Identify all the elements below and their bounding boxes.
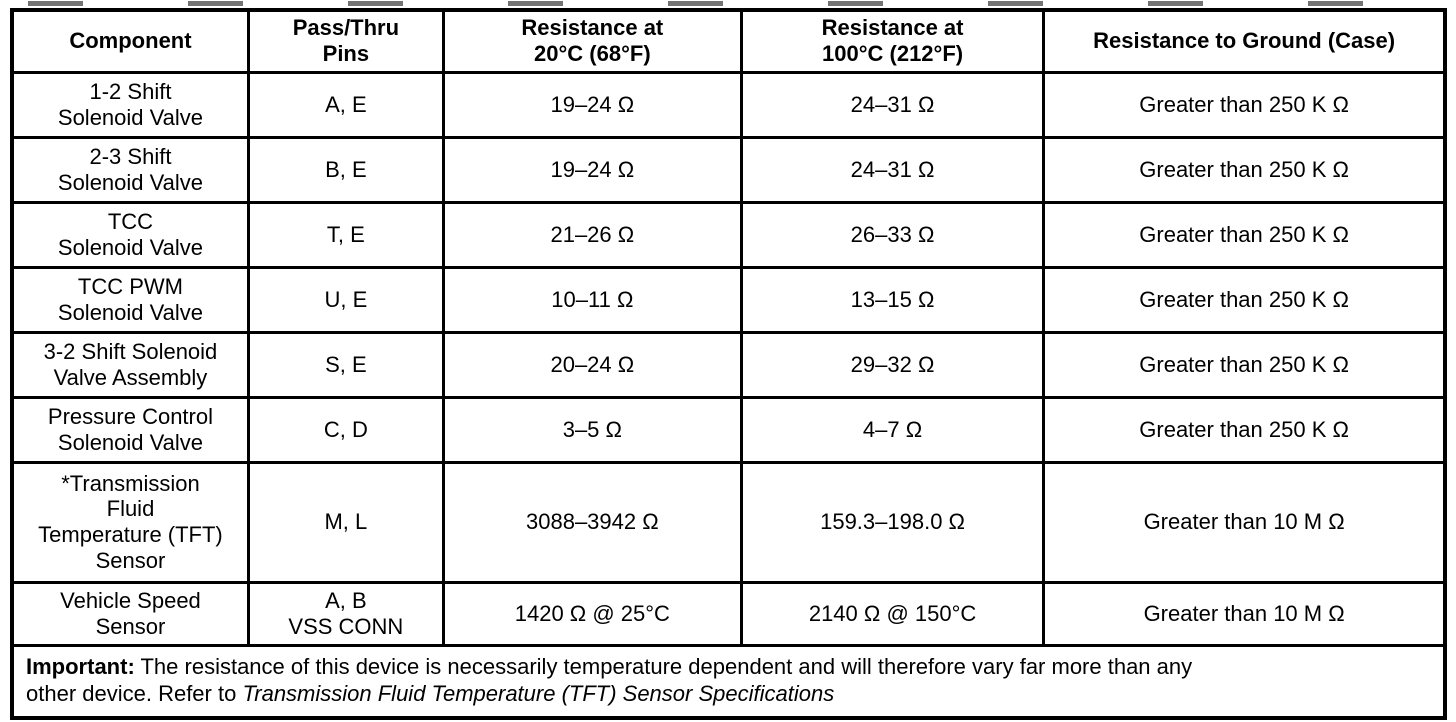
- footnote-row: Important: The resistance of this device…: [10, 643, 1447, 720]
- cell-component: TCC PWM Solenoid Valve: [10, 265, 250, 334]
- cell-resistance-ground: Greater than 250 K Ω: [1042, 70, 1447, 139]
- cell-resistance-100c: 24–31 Ω: [739, 135, 1046, 204]
- cell-resistance-20c: 20–24 Ω: [441, 330, 743, 399]
- cell-resistance-20c: 3–5 Ω: [441, 395, 743, 464]
- header-row: Component Pass/Thru Pins Resistance at 2…: [10, 8, 1447, 74]
- header-resistance-100c: Resistance at 100°C (212°F): [739, 8, 1046, 74]
- table-row-tcc: TCC Solenoid Valve T, E 21–26 Ω 26–33 Ω …: [10, 200, 1447, 269]
- table-row-3-2-shift: 3-2 Shift Solenoid Valve Assembly S, E 2…: [10, 330, 1447, 399]
- cell-resistance-100c: 2140 Ω @ 150°C: [739, 580, 1046, 647]
- cell-resistance-20c: 19–24 Ω: [441, 70, 743, 139]
- cell-resistance-ground: Greater than 10 M Ω: [1042, 580, 1447, 647]
- footnote-important-label: Important:: [26, 653, 135, 679]
- cell-resistance-ground: Greater than 250 K Ω: [1042, 265, 1447, 334]
- cell-component: Pressure Control Solenoid Valve: [10, 395, 250, 464]
- cell-resistance-20c: 1420 Ω @ 25°C: [441, 580, 743, 647]
- cell-pins: T, E: [246, 200, 445, 269]
- table-row-pressure-control: Pressure Control Solenoid Valve C, D 3–5…: [10, 395, 1447, 464]
- header-resistance-to-ground: Resistance to Ground (Case): [1042, 8, 1447, 74]
- cell-resistance-ground: Greater than 250 K Ω: [1042, 395, 1447, 464]
- solenoid-resistance-spec-table: Component Pass/Thru Pins Resistance at 2…: [10, 8, 1447, 721]
- table-row-vehicle-speed-sensor: Vehicle Speed Sensor A, B VSS CONN 1420 …: [10, 580, 1447, 647]
- cell-component: TCC Solenoid Valve: [10, 200, 250, 269]
- cell-component: *Transmission Fluid Temperature (TFT) Se…: [10, 460, 250, 584]
- cell-resistance-20c: 21–26 Ω: [441, 200, 743, 269]
- cell-pins: A, E: [246, 70, 445, 139]
- cell-resistance-ground: Greater than 10 M Ω: [1042, 460, 1447, 584]
- footnote-italic-reference: Transmission Fluid Temperature (TFT) Sen…: [242, 681, 835, 707]
- cell-pins: U, E: [246, 265, 445, 334]
- cell-resistance-100c: 13–15 Ω: [739, 265, 1046, 334]
- cell-component: 2-3 Shift Solenoid Valve: [10, 135, 250, 204]
- cell-resistance-20c: 3088–3942 Ω: [441, 460, 743, 584]
- cell-resistance-ground: Greater than 250 K Ω: [1042, 135, 1447, 204]
- table-row-tft-sensor: *Transmission Fluid Temperature (TFT) Se…: [10, 460, 1447, 584]
- cell-resistance-100c: 29–32 Ω: [739, 330, 1046, 399]
- cell-resistance-ground: Greater than 250 K Ω: [1042, 200, 1447, 269]
- footnote-text: The resistance of this device is necessa…: [26, 653, 1193, 707]
- cell-pins: C, D: [246, 395, 445, 464]
- table-row-1-2-shift: 1-2 Shift Solenoid Valve A, E 19–24 Ω 24…: [10, 70, 1447, 139]
- cell-pins: M, L: [246, 460, 445, 584]
- cell-component: 3-2 Shift Solenoid Valve Assembly: [10, 330, 250, 399]
- cell-pins: S, E: [246, 330, 445, 399]
- header-pass-thru-pins: Pass/Thru Pins: [246, 8, 445, 74]
- header-component: Component: [10, 8, 250, 74]
- header-resistance-20c: Resistance at 20°C (68°F): [441, 8, 743, 74]
- table-row-tcc-pwm: TCC PWM Solenoid Valve U, E 10–11 Ω 13–1…: [10, 265, 1447, 334]
- scan-artifact-top: [28, 1, 1388, 6]
- cell-component: 1-2 Shift Solenoid Valve: [10, 70, 250, 139]
- cell-pins: A, B VSS CONN: [246, 580, 445, 647]
- cell-resistance-100c: 26–33 Ω: [739, 200, 1046, 269]
- footnote-cell: Important: The resistance of this device…: [10, 643, 1447, 720]
- cell-resistance-100c: 4–7 Ω: [739, 395, 1046, 464]
- cell-pins: B, E: [246, 135, 445, 204]
- cell-resistance-ground: Greater than 250 K Ω: [1042, 330, 1447, 399]
- cell-component: Vehicle Speed Sensor: [10, 580, 250, 647]
- cell-resistance-20c: 19–24 Ω: [441, 135, 743, 204]
- table-row-2-3-shift: 2-3 Shift Solenoid Valve B, E 19–24 Ω 24…: [10, 135, 1447, 204]
- cell-resistance-100c: 159.3–198.0 Ω: [739, 460, 1046, 584]
- cell-resistance-20c: 10–11 Ω: [441, 265, 743, 334]
- cell-resistance-100c: 24–31 Ω: [739, 70, 1046, 139]
